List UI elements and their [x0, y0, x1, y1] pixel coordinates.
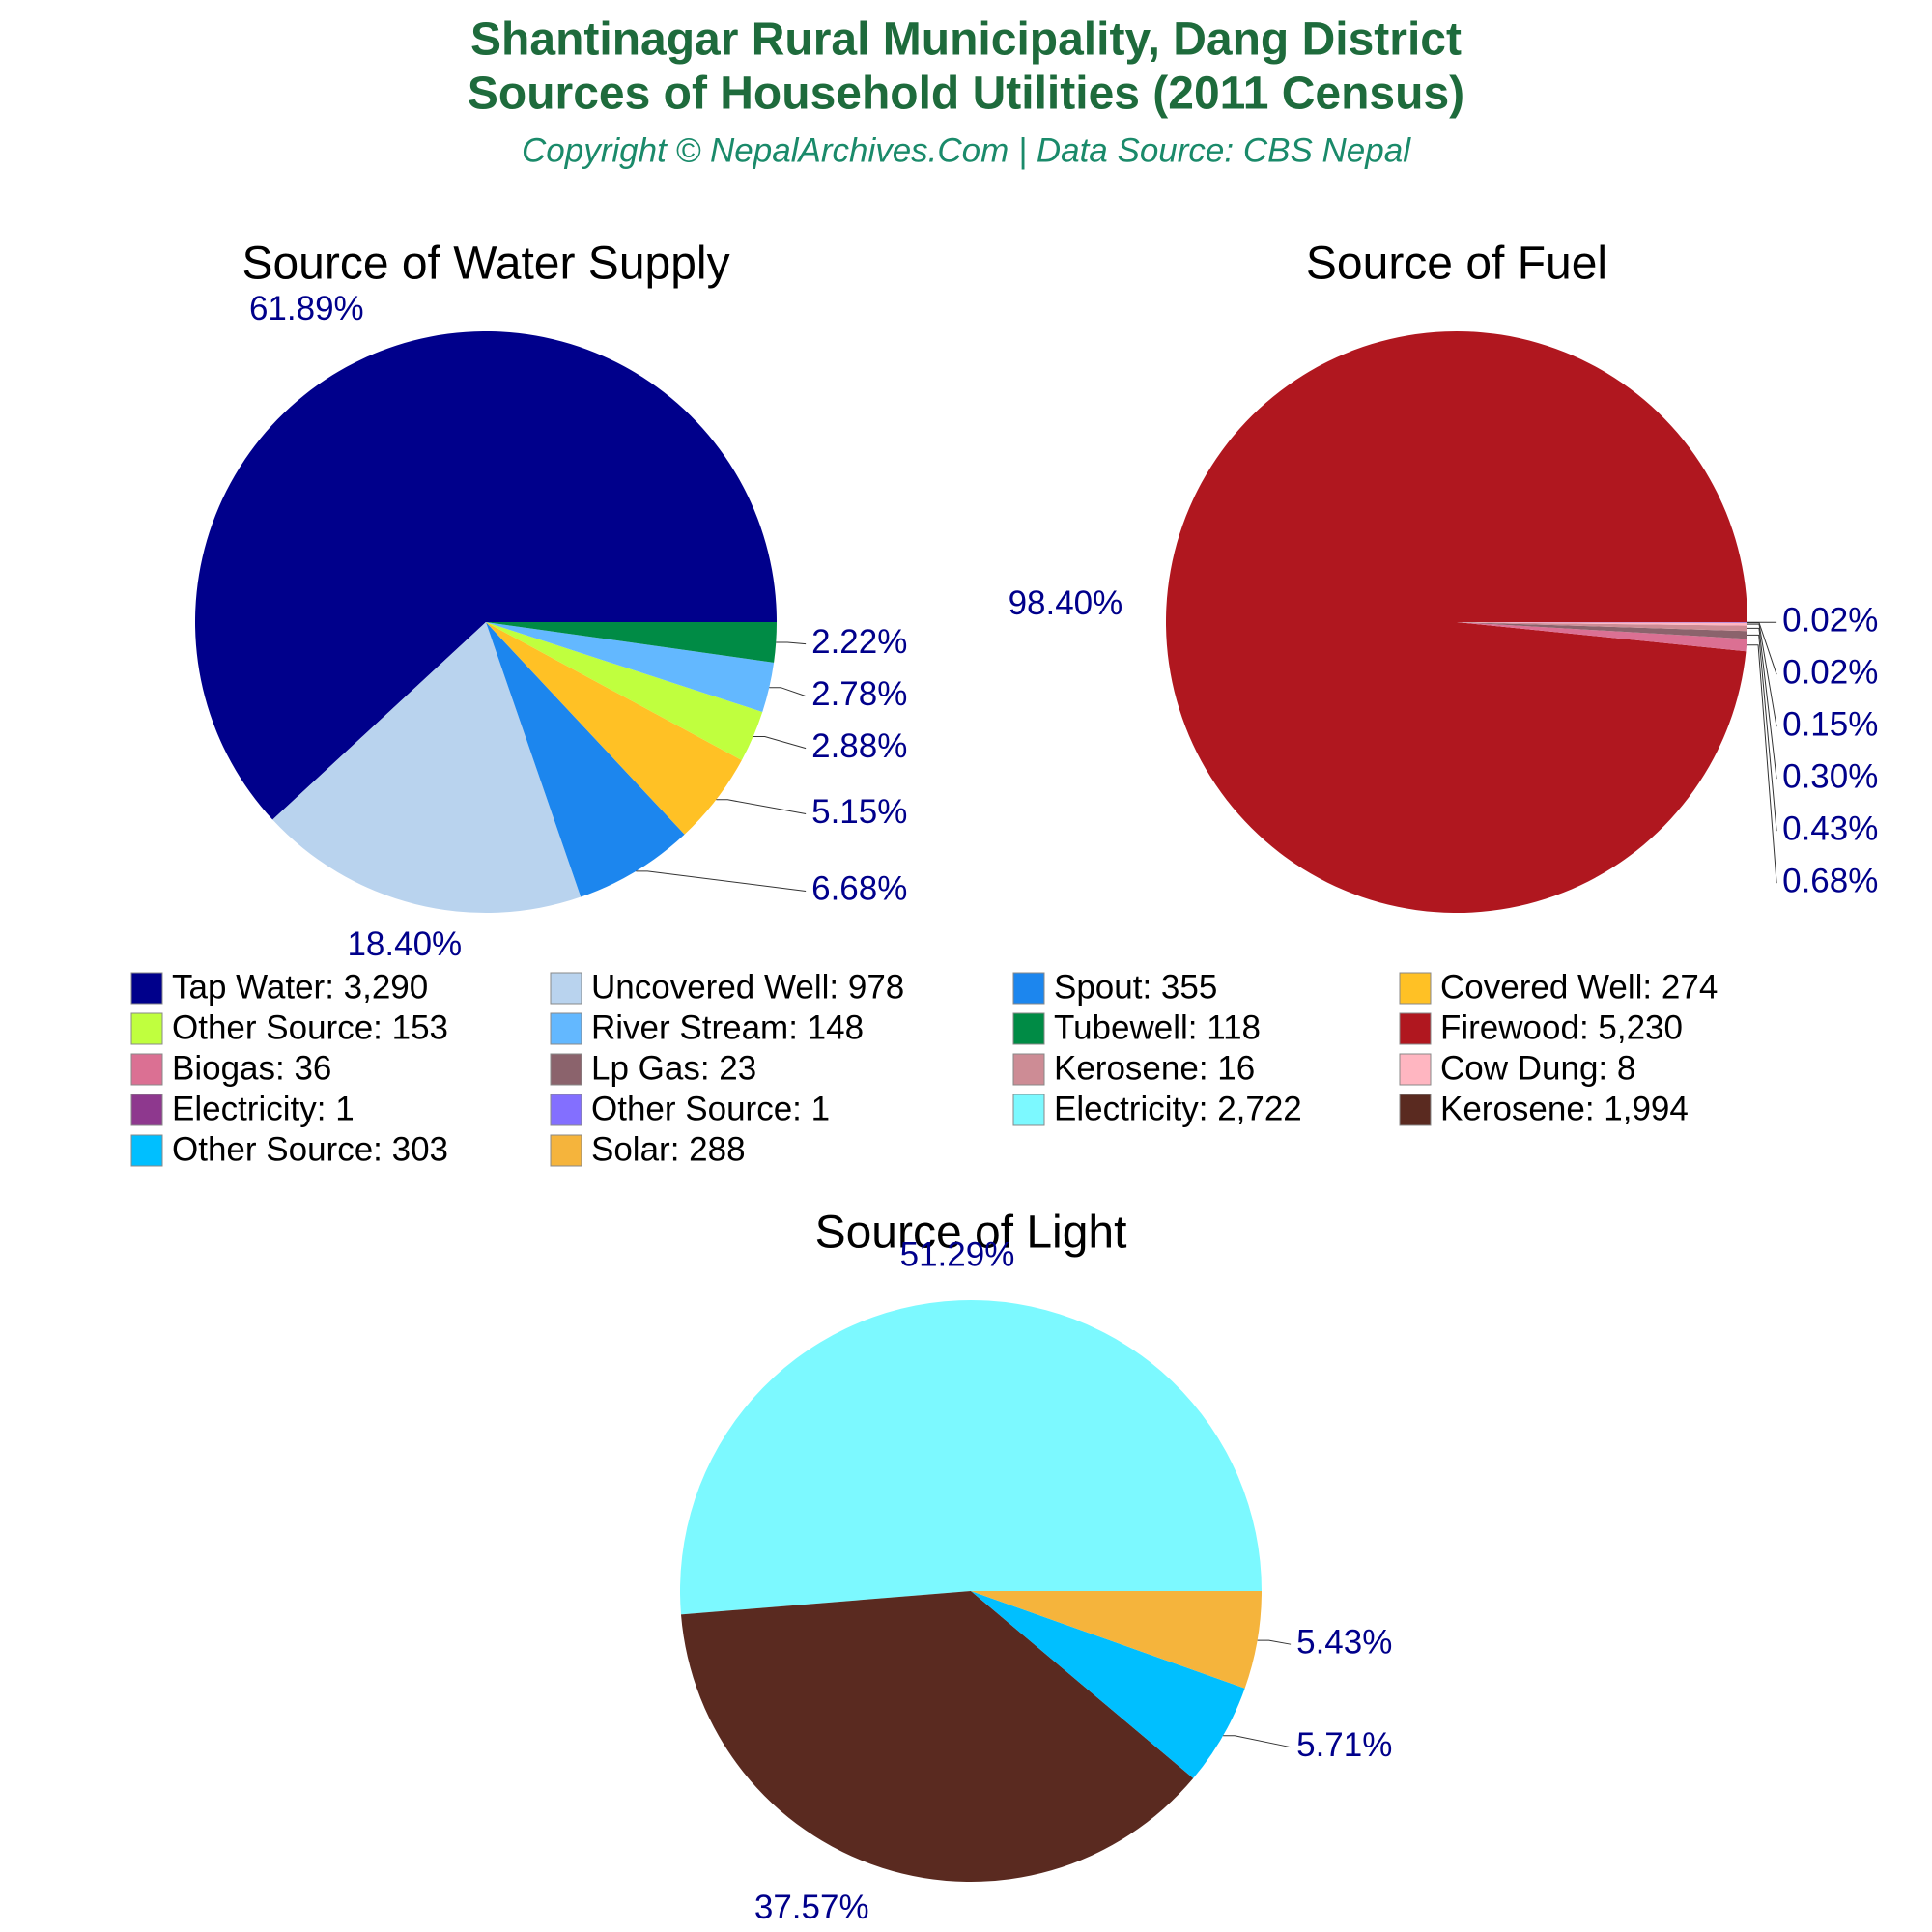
leader-line — [1747, 622, 1777, 675]
value-label: 0.02% — [1782, 653, 1878, 691]
leader-line — [1257, 1639, 1292, 1645]
value-label: 2.22% — [811, 623, 907, 661]
value-label: 0.30% — [1782, 757, 1878, 795]
leader-line — [1747, 634, 1777, 832]
pie-slice — [486, 622, 763, 761]
value-label: 2.78% — [811, 675, 907, 713]
legend-swatch — [1012, 972, 1045, 1005]
chart-title: Sources of Household Utilities (2011 Cen… — [468, 69, 1464, 120]
legend-swatch — [550, 1012, 582, 1045]
pie-slice — [1457, 622, 1747, 626]
legend-label: Kerosene: 1,994 — [1440, 1090, 1689, 1127]
pie-slice — [971, 1591, 1245, 1778]
value-label: 6.68% — [811, 870, 907, 908]
leader-line — [1747, 623, 1777, 727]
value-label: 5.71% — [1296, 1726, 1392, 1764]
legend-label: Firewood: 5,230 — [1440, 1009, 1683, 1046]
legend-swatch — [1399, 972, 1432, 1005]
legend-label: Tubewell: 118 — [1054, 1009, 1261, 1046]
pie-slice — [1457, 622, 1747, 623]
leader-line — [769, 687, 807, 697]
pie-slice — [1457, 622, 1747, 652]
pie-slice — [486, 622, 777, 663]
legend-label: Cow Dung: 8 — [1440, 1049, 1635, 1087]
pie-title: Source of Light — [815, 1208, 1127, 1259]
legend-swatch — [550, 972, 582, 1005]
leader-line — [776, 641, 807, 645]
leader-line — [1747, 644, 1777, 884]
legend-swatch — [550, 1134, 582, 1167]
legend-label: Other Source: 303 — [172, 1130, 448, 1168]
legend-swatch — [1012, 1094, 1045, 1126]
legend-label: Spout: 355 — [1054, 968, 1217, 1006]
legend-swatch — [1012, 1053, 1045, 1086]
value-label: 2.88% — [811, 727, 907, 765]
legend-swatch — [130, 1094, 163, 1126]
legend-swatch — [550, 1094, 582, 1126]
value-label: 0.15% — [1782, 705, 1878, 743]
pie-title: Source of Water Supply — [242, 239, 729, 290]
legend-label: Kerosene: 16 — [1054, 1049, 1255, 1087]
value-label: 5.15% — [811, 793, 907, 831]
legend-swatch — [130, 1053, 163, 1086]
legend-swatch — [1012, 1012, 1045, 1045]
pie-title: Source of Fuel — [1306, 239, 1607, 290]
legend-swatch — [1399, 1094, 1432, 1126]
legend-swatch — [130, 1134, 163, 1167]
pie-slice — [680, 1300, 1262, 1615]
legend-swatch — [130, 1012, 163, 1045]
pie-slice — [272, 622, 582, 914]
value-label: 5.43% — [1296, 1623, 1392, 1661]
leader-line — [1747, 627, 1777, 780]
legend-swatch — [550, 1053, 582, 1086]
value-label: 18.40% — [347, 925, 462, 963]
legend-label: Electricity: 2,722 — [1054, 1090, 1302, 1127]
value-label: 0.43% — [1782, 810, 1878, 847]
legend-swatch — [130, 972, 163, 1005]
legend-label: River Stream: 148 — [591, 1009, 864, 1046]
value-label: 51.29% — [900, 1236, 1015, 1273]
pie-slice — [680, 1591, 1194, 1883]
pie-slice — [1457, 622, 1747, 639]
legend-swatch — [1399, 1012, 1432, 1045]
pie-slice — [486, 622, 685, 897]
value-label: 37.57% — [754, 1889, 869, 1926]
pie-slice — [1166, 330, 1748, 913]
chart-subtitle: Copyright © NepalArchives.Com | Data Sou… — [522, 131, 1411, 169]
leader-line — [753, 735, 807, 750]
pie-slice — [194, 330, 777, 820]
pie-slice — [486, 622, 742, 835]
legend-label: Tap Water: 3,290 — [172, 968, 428, 1006]
value-label: 0.68% — [1782, 862, 1878, 899]
pie-slice — [1457, 622, 1747, 632]
legend-label: Uncovered Well: 978 — [591, 968, 904, 1006]
legend-label: Covered Well: 274 — [1440, 968, 1718, 1006]
legend-label: Biogas: 36 — [172, 1049, 331, 1087]
value-label: 0.02% — [1782, 601, 1878, 639]
legend-swatch — [1399, 1053, 1432, 1086]
legend-label: Electricity: 1 — [172, 1090, 355, 1127]
legend-label: Other Source: 1 — [591, 1090, 830, 1127]
legend-label: Solar: 288 — [591, 1130, 746, 1168]
value-label: 98.40% — [1009, 584, 1123, 622]
pie-slice — [971, 1591, 1262, 1689]
chart-title: Shantinagar Rural Municipality, Dang Dis… — [470, 14, 1462, 66]
pie-slice — [486, 622, 775, 713]
leader-line — [636, 870, 807, 892]
leader-line — [1223, 1735, 1292, 1748]
legend-label: Other Source: 153 — [172, 1009, 448, 1046]
value-label: 61.89% — [249, 290, 364, 327]
legend-label: Lp Gas: 23 — [591, 1049, 756, 1087]
leader-line — [716, 799, 807, 815]
